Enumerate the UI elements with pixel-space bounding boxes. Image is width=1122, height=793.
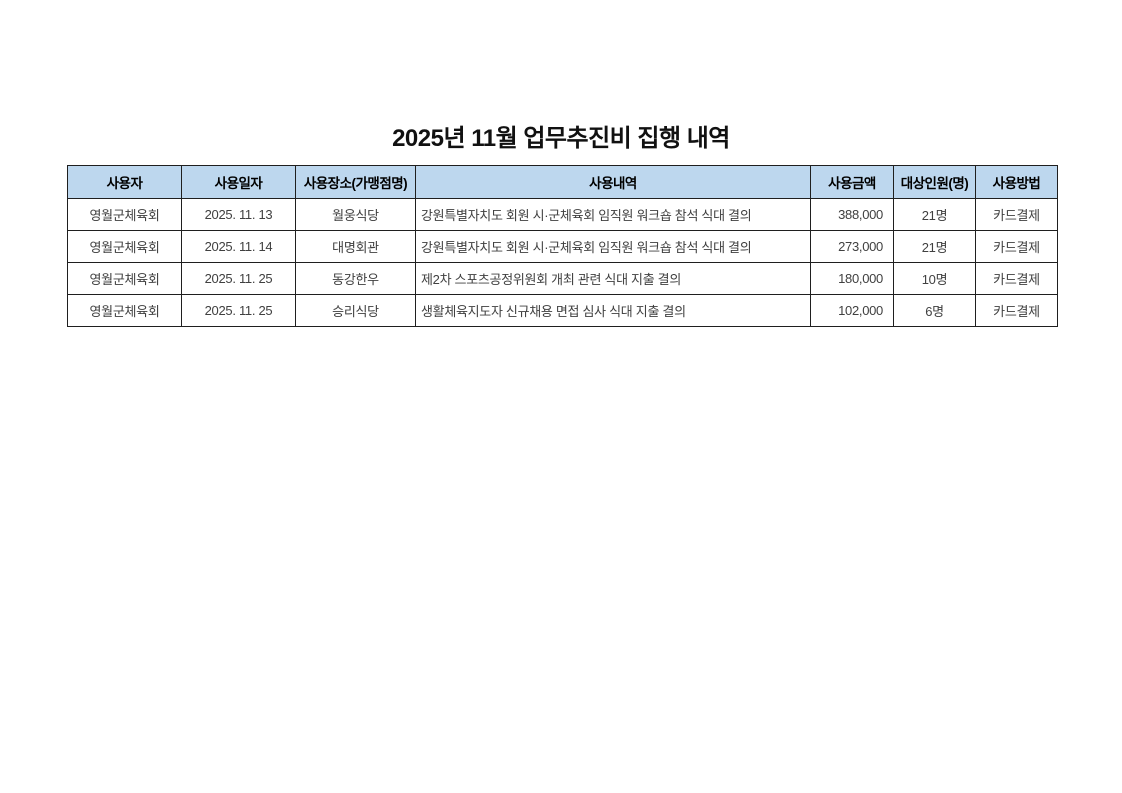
cell-date: 2025. 11. 25 (181, 262, 296, 295)
cell-people: 21명 (893, 198, 976, 231)
cell-date: 2025. 11. 25 (181, 294, 296, 327)
cell-description: 강원특별자치도 회원 시·군체육회 임직원 워크숍 참석 식대 결의 (415, 230, 811, 263)
cell-date: 2025. 11. 14 (181, 230, 296, 263)
cell-method: 카드결제 (975, 294, 1058, 327)
column-header-people: 대상인원(명) (893, 165, 976, 199)
cell-user: 영월군체육회 (67, 262, 182, 295)
cell-user: 영월군체육회 (67, 294, 182, 327)
cell-description: 제2차 스포츠공정위원회 개최 관련 식대 지출 결의 (415, 262, 811, 295)
table-row: 영월군체육회 2025. 11. 13 월웅식당 강원특별자치도 회원 시·군체… (67, 198, 1058, 231)
cell-amount: 180,000 (810, 262, 894, 295)
table-row: 영월군체육회 2025. 11. 25 승리식당 생활체육지도자 신규채용 면접… (67, 294, 1058, 327)
expense-table: 사용자 사용일자 사용장소(가맹점명) 사용내역 사용금액 대상인원(명) 사용… (67, 165, 1058, 327)
cell-place: 대명회관 (295, 230, 416, 263)
table-header-row: 사용자 사용일자 사용장소(가맹점명) 사용내역 사용금액 대상인원(명) 사용… (67, 165, 1058, 199)
cell-method: 카드결제 (975, 262, 1058, 295)
cell-people: 10명 (893, 262, 976, 295)
cell-method: 카드결제 (975, 230, 1058, 263)
cell-user: 영월군체육회 (67, 230, 182, 263)
cell-people: 6명 (893, 294, 976, 327)
cell-amount: 102,000 (810, 294, 894, 327)
cell-user: 영월군체육회 (67, 198, 182, 231)
cell-amount: 273,000 (810, 230, 894, 263)
cell-amount: 388,000 (810, 198, 894, 231)
cell-date: 2025. 11. 13 (181, 198, 296, 231)
table-row: 영월군체육회 2025. 11. 14 대명회관 강원특별자치도 회원 시·군체… (67, 230, 1058, 263)
cell-place: 월웅식당 (295, 198, 416, 231)
cell-people: 21명 (893, 230, 976, 263)
cell-description: 강원특별자치도 회원 시·군체육회 임직원 워크숍 참석 식대 결의 (415, 198, 811, 231)
cell-place: 동강한우 (295, 262, 416, 295)
column-header-description: 사용내역 (415, 165, 811, 199)
column-header-place: 사용장소(가맹점명) (295, 165, 416, 199)
table-row: 영월군체육회 2025. 11. 25 동강한우 제2차 스포츠공정위원회 개최… (67, 262, 1058, 295)
column-header-amount: 사용금액 (810, 165, 894, 199)
cell-description: 생활체육지도자 신규채용 면접 심사 식대 지출 결의 (415, 294, 811, 327)
page-title: 2025년 11월 업무추진비 집행 내역 (392, 125, 730, 152)
column-header-user: 사용자 (67, 165, 182, 199)
column-header-method: 사용방법 (975, 165, 1058, 199)
cell-place: 승리식당 (295, 294, 416, 327)
column-header-date: 사용일자 (181, 165, 296, 199)
cell-method: 카드결제 (975, 198, 1058, 231)
